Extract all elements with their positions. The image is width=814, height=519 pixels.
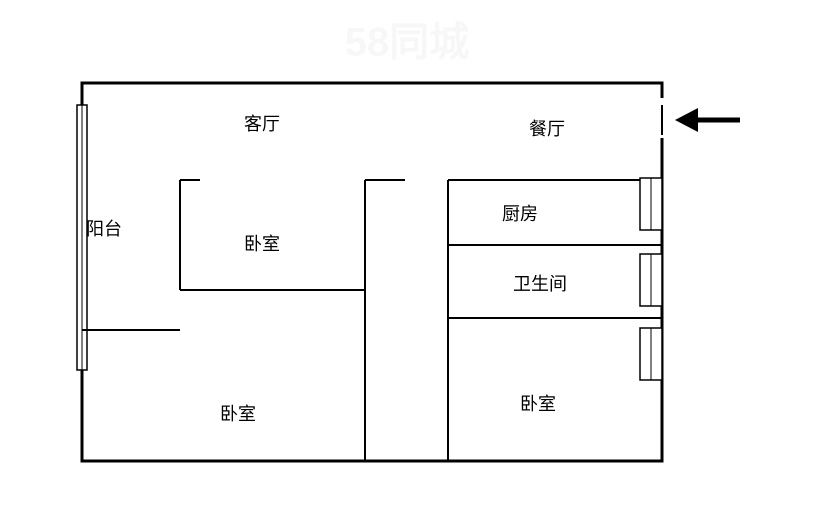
outer-wall — [82, 83, 662, 461]
floor-plan-svg: 58同城 阳台 客厅 餐厅 厨房 卫生间 卧室 卧室 卧室 — [0, 0, 814, 519]
label-bathroom: 卫生间 — [513, 274, 567, 294]
inner-walls — [82, 105, 662, 461]
label-bedroom-bottom-right: 卧室 — [520, 394, 556, 414]
label-kitchen: 厨房 — [502, 204, 538, 224]
label-dining-room: 餐厅 — [529, 119, 565, 139]
label-living-room: 客厅 — [244, 114, 280, 134]
label-bedroom-bottom-left: 卧室 — [220, 404, 256, 424]
label-balcony: 阳台 — [86, 219, 122, 239]
label-bedroom-top: 卧室 — [244, 234, 280, 254]
watermark-text: 58同城 — [345, 21, 470, 65]
right-windows — [640, 178, 662, 380]
entrance-arrow-icon — [675, 108, 740, 132]
